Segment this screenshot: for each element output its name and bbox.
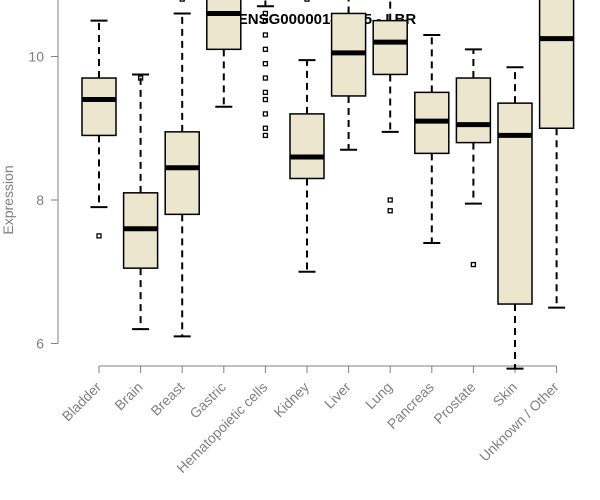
outlier-point: [262, 111, 269, 117]
box-iqr: [206, 0, 242, 51]
boxplot-series: [81, 0, 575, 370]
box-iqr: [455, 77, 492, 144]
outlier-point: [262, 17, 269, 24]
outlier-point: [137, 75, 144, 81]
y-tick-label: 10: [28, 49, 44, 65]
box-pancreas: [414, 33, 450, 245]
y-axis-label: Expression: [0, 165, 16, 234]
outlier-point: [470, 261, 477, 268]
x-tick-label: Breast: [147, 379, 187, 419]
outlier-point: [96, 233, 102, 239]
box-iqr: [81, 77, 117, 137]
chart-title: ENSG00000143815 - LBR: [238, 11, 417, 28]
box-gastric: [206, 0, 242, 108]
outlier-point: [262, 61, 269, 67]
outlier-point: [304, 0, 310, 2]
outlier-point: [179, 0, 185, 2]
outlier-point: [262, 96, 269, 103]
box-brain: [122, 73, 159, 331]
outlier-point: [262, 125, 269, 131]
box-iqr: [538, 0, 575, 130]
x-tick-label: Brain: [111, 379, 145, 413]
outlier-point: [262, 46, 269, 52]
outlier-point: [262, 10, 269, 17]
x-tick-label: Prostate: [430, 379, 478, 427]
box-hematopoietic-cells: [256, 0, 274, 139]
box-unknown-other: [538, 0, 575, 309]
box-iqr: [289, 113, 325, 180]
box-iqr: [372, 19, 408, 76]
y-tick-label: 6: [36, 336, 44, 352]
x-tick-label: Lung: [362, 379, 395, 412]
y-axis: 68101214: [28, 0, 59, 352]
box-prostate: [455, 48, 492, 268]
box-lung: [372, 0, 408, 214]
outlier-point: [262, 132, 269, 139]
outlier-point: [262, 75, 269, 81]
box-kidney: [289, 0, 325, 273]
outlier-point: [262, 32, 269, 38]
box-skin: [497, 66, 533, 370]
x-tick-label: Bladder: [59, 379, 105, 425]
x-tick-label: Kidney: [271, 379, 313, 421]
box-iqr: [164, 131, 200, 216]
x-tick-label: Unknown / Other: [476, 379, 562, 465]
box-breast: [164, 0, 200, 338]
outlier-point: [262, 89, 269, 96]
outlier-point: [387, 197, 393, 203]
x-tick-label: Liver: [321, 379, 354, 412]
outlier-point: [387, 208, 393, 214]
y-tick-label: 8: [36, 192, 44, 208]
x-tick-label: Skin: [490, 379, 521, 410]
box-liver: [330, 0, 367, 151]
box-bladder: [81, 19, 117, 239]
